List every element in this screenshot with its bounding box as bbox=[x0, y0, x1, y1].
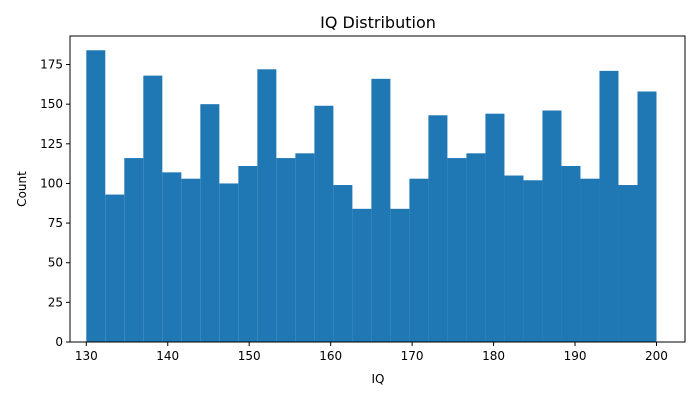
x-tick-label: 130 bbox=[75, 349, 98, 363]
histogram-bar bbox=[561, 166, 581, 342]
histogram-bar bbox=[257, 69, 277, 342]
y-tick-label: 75 bbox=[48, 216, 63, 230]
histogram-bar bbox=[618, 185, 638, 342]
y-tick-label: 25 bbox=[48, 295, 63, 309]
y-tick-label: 50 bbox=[48, 256, 63, 270]
histogram-bar bbox=[181, 178, 201, 342]
x-tick-label: 140 bbox=[156, 349, 179, 363]
histogram-bar bbox=[523, 180, 543, 342]
bars-group bbox=[86, 50, 657, 343]
histogram-bar bbox=[637, 91, 657, 343]
y-tick-label: 175 bbox=[40, 58, 63, 72]
x-tick-label: 190 bbox=[564, 349, 587, 363]
histogram-bar bbox=[542, 110, 562, 343]
histogram-bar bbox=[466, 153, 486, 342]
x-tick-label: 180 bbox=[482, 349, 505, 363]
y-tick-label: 150 bbox=[40, 97, 63, 111]
y-tick-label: 125 bbox=[40, 137, 63, 151]
x-axis-title: IQ bbox=[372, 372, 385, 386]
histogram-bar bbox=[371, 78, 391, 342]
histogram-bar bbox=[105, 194, 125, 342]
histogram-bar bbox=[276, 158, 296, 342]
histogram-bar bbox=[390, 208, 410, 342]
y-axis-title: Count bbox=[15, 171, 29, 207]
histogram-bar bbox=[124, 158, 144, 342]
histogram-bar bbox=[219, 183, 239, 342]
x-tick-label: 150 bbox=[238, 349, 261, 363]
x-tick-label: 160 bbox=[319, 349, 342, 363]
histogram-bar bbox=[485, 113, 505, 342]
plot-frame bbox=[69, 35, 686, 343]
histogram-bar bbox=[200, 104, 220, 342]
histogram-bar bbox=[352, 208, 372, 342]
histogram-bar bbox=[333, 185, 353, 342]
y-axis-ticks: 0 25 50 75 100 125 150 175 bbox=[40, 58, 70, 349]
y-tick-label: 0 bbox=[55, 335, 63, 349]
histogram-bar bbox=[428, 115, 448, 342]
histogram-bar bbox=[580, 178, 600, 342]
histogram-bar bbox=[447, 158, 467, 342]
y-tick-label: 100 bbox=[40, 176, 63, 190]
histogram-bar bbox=[143, 75, 163, 343]
histogram-bar bbox=[86, 50, 106, 342]
histogram-bar bbox=[314, 105, 334, 342]
histogram-bar bbox=[162, 172, 182, 342]
chart-title: IQ Distribution bbox=[320, 13, 436, 32]
histogram-bar bbox=[504, 175, 524, 342]
histogram-bar bbox=[599, 70, 619, 342]
x-tick-label: 200 bbox=[645, 349, 668, 363]
x-axis-ticks: 130 140 150 160 170 180 190 200 bbox=[75, 342, 668, 363]
histogram-bar bbox=[238, 166, 258, 342]
histogram-bar bbox=[295, 153, 315, 342]
histogram-bar bbox=[409, 178, 429, 342]
x-tick-label: 170 bbox=[401, 349, 424, 363]
